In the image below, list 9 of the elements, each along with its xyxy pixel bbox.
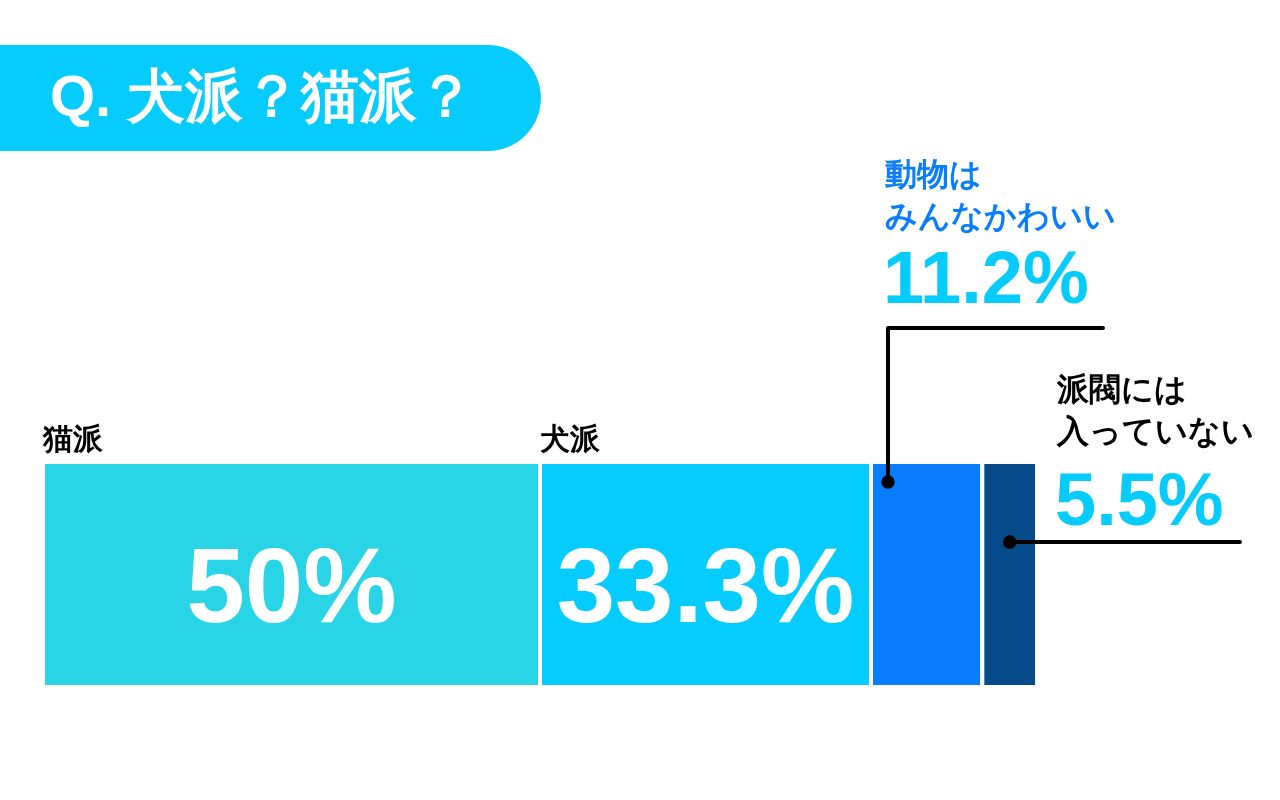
text: 動物はみんなかわいい xyxy=(885,156,1116,234)
data-label: 33.3% xyxy=(556,527,855,644)
series-label: 猫派 xyxy=(42,422,104,455)
data-label: 5.5% xyxy=(1055,458,1224,541)
series-label: 犬派 xyxy=(540,422,601,455)
series-label: 派閥には入っていない xyxy=(1056,371,1254,449)
chart-title: Q. 犬派？猫派？ xyxy=(50,63,476,128)
data-label: 50% xyxy=(186,527,397,644)
data-label: 11.2% xyxy=(883,236,1089,319)
